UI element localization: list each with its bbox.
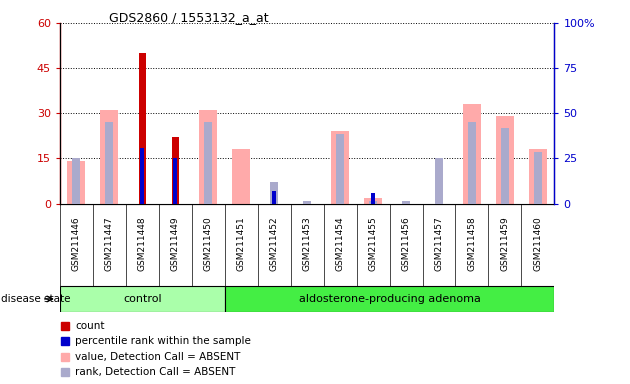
Text: GSM211451: GSM211451 <box>237 216 246 271</box>
Bar <box>364 197 382 204</box>
Bar <box>171 137 179 204</box>
Bar <box>72 159 81 204</box>
Text: GSM211452: GSM211452 <box>270 216 278 271</box>
Bar <box>232 149 250 204</box>
Bar <box>529 149 547 204</box>
Bar <box>303 200 311 204</box>
Text: GSM211458: GSM211458 <box>467 216 476 271</box>
Bar <box>501 128 509 204</box>
Bar <box>336 134 344 204</box>
Text: disease state: disease state <box>1 294 71 304</box>
Bar <box>435 159 443 204</box>
Bar <box>139 53 146 204</box>
Bar <box>369 200 377 204</box>
Bar <box>463 104 481 204</box>
Text: GSM211450: GSM211450 <box>203 216 213 271</box>
Bar <box>140 147 144 204</box>
Text: GSM211460: GSM211460 <box>534 216 542 271</box>
Text: count: count <box>76 321 105 331</box>
Bar <box>173 159 177 204</box>
Text: percentile rank within the sample: percentile rank within the sample <box>76 336 251 346</box>
Text: GDS2860 / 1553132_a_at: GDS2860 / 1553132_a_at <box>110 12 269 25</box>
Bar <box>402 200 410 204</box>
Bar <box>225 286 554 312</box>
Text: rank, Detection Call = ABSENT: rank, Detection Call = ABSENT <box>76 367 236 377</box>
Bar <box>199 110 217 204</box>
Text: GSM211447: GSM211447 <box>105 216 114 271</box>
Text: GSM211453: GSM211453 <box>302 216 312 271</box>
Bar <box>100 110 118 204</box>
Bar <box>105 122 113 204</box>
Bar <box>496 116 514 204</box>
Text: GSM211455: GSM211455 <box>369 216 377 271</box>
Text: GSM211446: GSM211446 <box>72 216 81 271</box>
Bar <box>67 161 86 204</box>
Bar <box>270 182 278 204</box>
Text: GSM211459: GSM211459 <box>500 216 510 271</box>
Text: GSM211457: GSM211457 <box>435 216 444 271</box>
Text: GSM211454: GSM211454 <box>336 216 345 271</box>
Bar <box>371 193 375 204</box>
Bar <box>204 122 212 204</box>
Bar <box>534 152 542 204</box>
Bar <box>331 131 349 204</box>
Text: value, Detection Call = ABSENT: value, Detection Call = ABSENT <box>76 352 241 362</box>
Text: GSM211448: GSM211448 <box>138 216 147 271</box>
Text: GSM211456: GSM211456 <box>401 216 411 271</box>
Bar <box>272 191 276 204</box>
Bar <box>60 286 225 312</box>
Text: aldosterone-producing adenoma: aldosterone-producing adenoma <box>299 294 481 304</box>
Bar <box>468 122 476 204</box>
Text: GSM211449: GSM211449 <box>171 216 180 271</box>
Text: control: control <box>123 294 161 304</box>
